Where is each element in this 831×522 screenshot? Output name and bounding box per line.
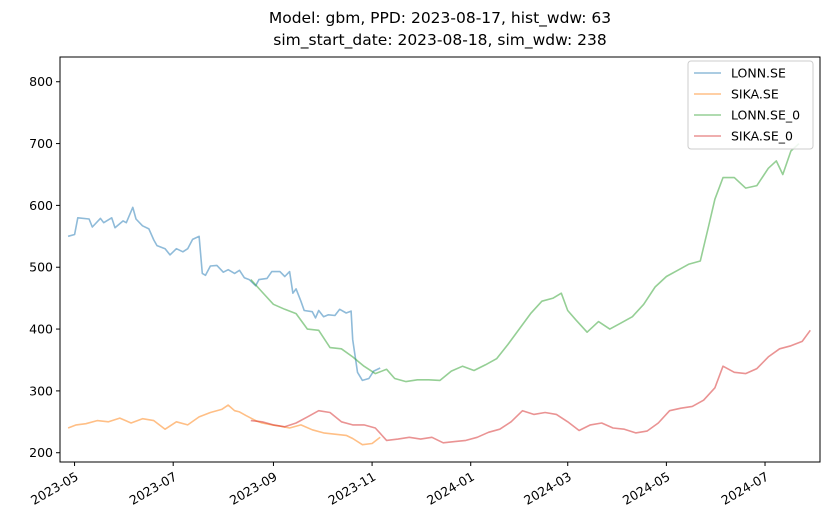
- chart-title-line1: Model: gbm, PPD: 2023-08-17, hist_wdw: 6…: [269, 9, 611, 28]
- y-tick-label: 500: [29, 260, 53, 275]
- x-tick-label: 2024-05: [620, 469, 673, 508]
- x-tick-label: 2023-05: [28, 469, 81, 508]
- series-line-lonn-se: [67, 206, 381, 382]
- y-tick-label: 300: [29, 383, 53, 398]
- chart-title-line2: sim_start_date: 2023-08-18, sim_wdw: 238: [273, 31, 606, 50]
- legend-label: SIKA.SE: [731, 87, 779, 102]
- legend-label: LONN.SE_0: [731, 108, 800, 123]
- y-tick-label: 600: [29, 198, 53, 213]
- y-axis: 200 300 400 500 600 700 800: [29, 74, 60, 460]
- x-tick-label: 2024-03: [521, 469, 574, 508]
- plot-frame: [59, 56, 821, 463]
- series-line-lonn-se-0: [250, 143, 800, 383]
- x-tick-label: 2023-11: [326, 469, 379, 508]
- x-tick-label: 2023-09: [227, 469, 280, 508]
- y-tick-label: 800: [29, 74, 53, 89]
- legend-label: LONN.SE: [731, 66, 786, 81]
- x-tick-label: 2024-07: [718, 469, 771, 508]
- legend-label: SIKA.SE_0: [731, 129, 793, 144]
- x-tick-label: 2024-01: [424, 469, 477, 508]
- x-axis: 2023-05 2023-07 2023-09 2023-11 2024-01 2024-…: [28, 462, 771, 508]
- legend-box: [687, 60, 814, 150]
- y-tick-label: 700: [29, 136, 53, 151]
- legend: LONN.SE SIKA.SE LONN.SE_0 SIKA.SE_0: [687, 60, 814, 150]
- x-tick-label: 2023-07: [127, 469, 180, 508]
- series-line-sika-se: [67, 404, 381, 446]
- y-tick-label: 400: [29, 322, 53, 337]
- series-layer: [67, 143, 811, 446]
- series-line-sika-se-0: [250, 329, 811, 444]
- y-tick-label: 200: [29, 445, 53, 460]
